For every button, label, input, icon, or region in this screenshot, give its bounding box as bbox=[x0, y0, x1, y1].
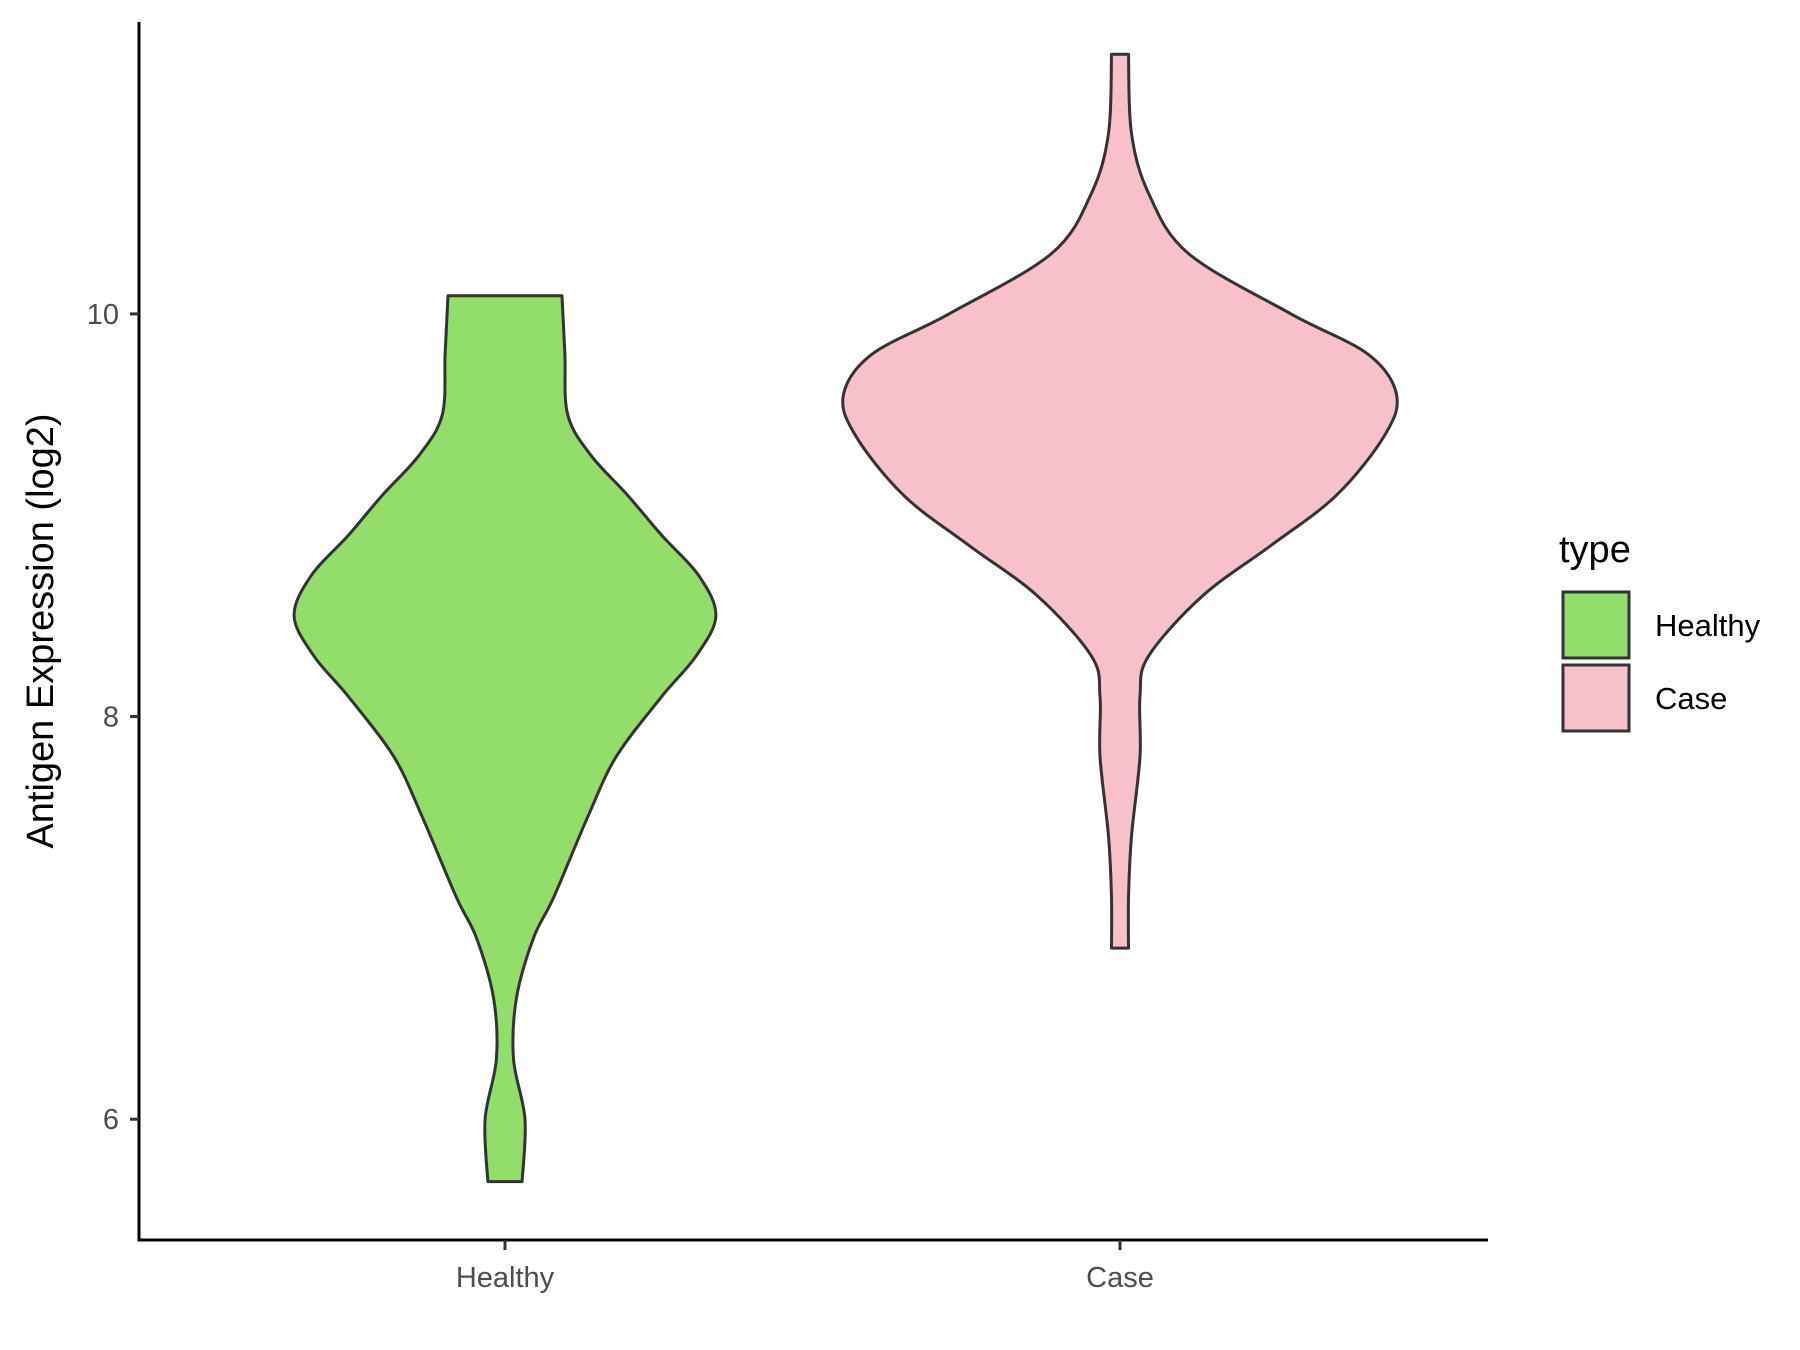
legend-items: Healthy Case bbox=[1561, 590, 1761, 733]
legend-swatch-case bbox=[1561, 663, 1631, 733]
violin-healthy bbox=[292, 294, 718, 1184]
legend-swatch-healthy bbox=[1561, 590, 1631, 660]
y-tick-label: 10 bbox=[87, 299, 119, 331]
y-ticks-layer: 6 8 10 bbox=[87, 299, 139, 1136]
violin-case bbox=[841, 52, 1399, 950]
legend-label-case: Case bbox=[1655, 681, 1727, 716]
y-tick-label: 8 bbox=[103, 702, 119, 734]
y-tick-label: 6 bbox=[103, 1104, 119, 1136]
x-tick-label: Case bbox=[1086, 1262, 1154, 1294]
x-ticks-layer: Healthy Case bbox=[456, 1240, 1154, 1294]
axes-layer bbox=[137, 22, 1488, 1242]
legend: type Healthy Case bbox=[1559, 529, 1761, 733]
legend-title: type bbox=[1559, 529, 1631, 571]
y-axis-title: Antigen Expression (log2) bbox=[20, 413, 62, 848]
x-tick-label: Healthy bbox=[456, 1262, 555, 1294]
violins-layer bbox=[292, 52, 1399, 1184]
legend-label-healthy: Healthy bbox=[1655, 608, 1761, 643]
